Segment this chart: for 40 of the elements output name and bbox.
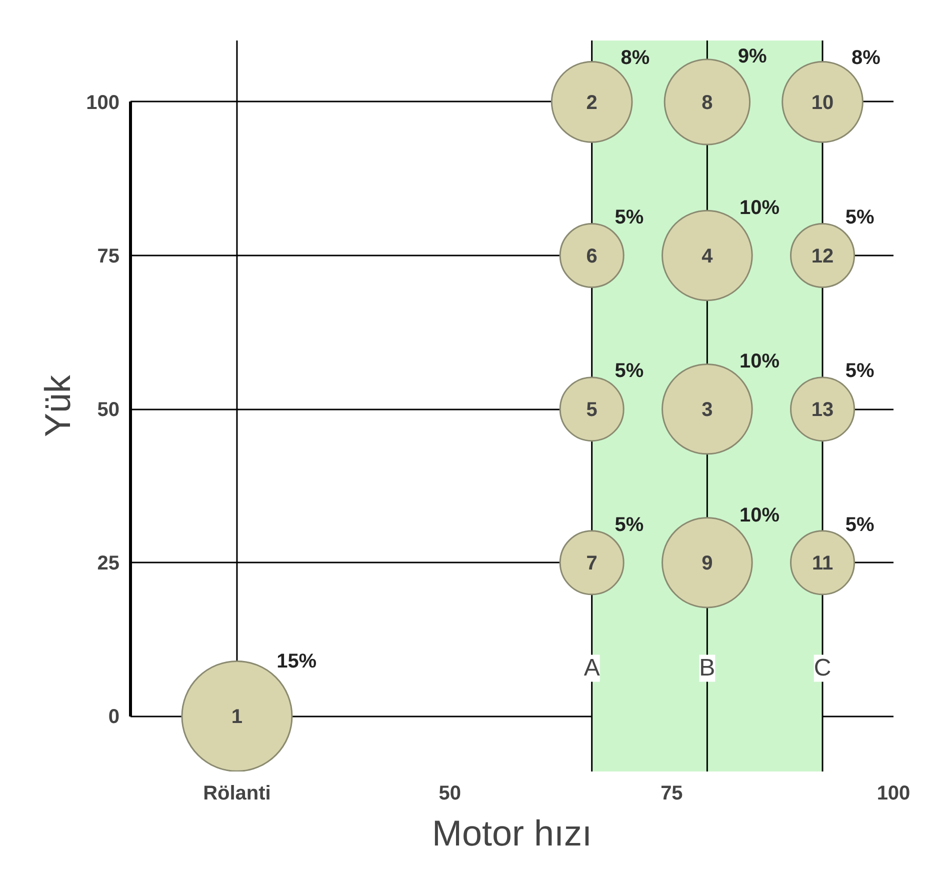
- ref-line-label: B: [699, 654, 716, 682]
- y-tick-label: 0: [108, 706, 120, 728]
- ref-line-label: C: [814, 654, 832, 682]
- annotation: 2: [586, 92, 598, 114]
- data-label: 5%: [845, 514, 875, 536]
- data-label: 10%: [740, 350, 780, 373]
- data-label: 10%: [740, 197, 780, 220]
- annotation: 9: [702, 552, 713, 575]
- y-tick-label: 75: [97, 246, 120, 268]
- data-label: 8%: [851, 47, 881, 70]
- data-label: 8%: [620, 47, 650, 70]
- data-label: 5%: [614, 206, 644, 229]
- data-label: 9%: [738, 45, 767, 68]
- annotation: 11: [812, 552, 834, 575]
- annotation: 7: [586, 552, 598, 575]
- x-tick-label: 100: [876, 782, 910, 804]
- y-axis-title: Yük: [37, 374, 78, 438]
- ref-line-label: A: [584, 654, 600, 682]
- annotation: 6: [586, 246, 598, 268]
- data-label: 5%: [845, 360, 875, 382]
- data-label: 5%: [845, 206, 875, 229]
- data-label: 5%: [614, 360, 644, 382]
- data-label: 5%: [614, 514, 644, 536]
- annotation: 1: [231, 706, 243, 728]
- x-tick-label: 75: [660, 782, 683, 804]
- x-tick-label: 50: [438, 782, 462, 804]
- annotation: 13: [811, 399, 834, 422]
- annotation: 3: [702, 399, 713, 422]
- annotation: 5: [586, 399, 598, 422]
- y-tick-label: 50: [97, 399, 120, 422]
- x-axis-title: Motor hızı: [432, 812, 592, 854]
- annotation: 4: [702, 246, 714, 268]
- y-tick-label: 25: [97, 552, 120, 575]
- data-label: 15%: [276, 650, 317, 673]
- annotation: 10: [811, 92, 834, 114]
- y-tick-label: 100: [86, 92, 120, 114]
- data-label: 10%: [740, 504, 780, 526]
- x-tick-label: Rölanti: [203, 782, 271, 804]
- annotation: 12: [811, 246, 834, 268]
- annotation: 8: [702, 92, 713, 114]
